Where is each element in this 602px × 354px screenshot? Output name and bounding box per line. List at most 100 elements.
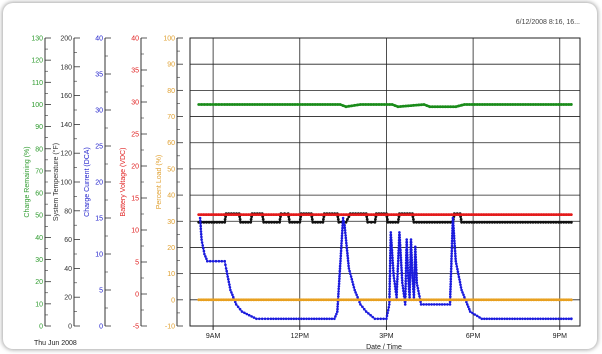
data-point [531, 103, 535, 106]
data-point [207, 220, 211, 224]
data-point [444, 298, 448, 302]
data-point [519, 103, 522, 106]
data-point [454, 298, 458, 302]
data-point [229, 288, 232, 292]
data-point [205, 220, 208, 224]
y-tick-label: 140 [60, 122, 72, 129]
data-point [397, 218, 400, 221]
data-point [478, 220, 481, 224]
data-point [512, 298, 516, 302]
data-point [450, 254, 453, 258]
data-point [299, 213, 303, 217]
data-point [554, 213, 558, 217]
data-point [255, 103, 259, 106]
data-point [306, 103, 309, 106]
data-point [503, 220, 507, 224]
data-point [404, 295, 407, 298]
data-point [388, 259, 392, 263]
data-point [432, 213, 436, 217]
data-point [410, 246, 413, 249]
data-point [539, 103, 543, 106]
x-tick-label: 9PM [553, 333, 568, 340]
data-point [411, 274, 414, 277]
y-tick-label: 60 [167, 140, 175, 147]
data-point [408, 268, 412, 272]
data-point [382, 298, 386, 302]
data-point [453, 242, 456, 245]
data-point [292, 213, 296, 217]
data-point [211, 259, 215, 263]
data-point [200, 103, 204, 106]
data-point [234, 213, 238, 217]
data-point [284, 213, 288, 217]
data-point [301, 103, 304, 106]
data-point [387, 213, 391, 217]
data-point [202, 213, 206, 217]
data-point [516, 317, 519, 321]
data-point [564, 317, 568, 321]
data-point [400, 263, 403, 267]
data-point [357, 298, 361, 302]
data-point [361, 103, 365, 106]
data-point [396, 272, 399, 276]
data-point [536, 220, 540, 224]
y-tick-label: 40 [35, 235, 43, 242]
data-point [450, 252, 454, 255]
data-point [416, 286, 420, 290]
data-point [444, 105, 447, 109]
data-point [489, 213, 493, 217]
data-point [217, 213, 221, 217]
data-point [276, 103, 279, 106]
data-point [314, 213, 318, 217]
data-point [339, 254, 343, 258]
data-point [569, 220, 573, 224]
data-point [385, 103, 389, 106]
data-point [532, 298, 536, 302]
data-point [204, 298, 208, 302]
data-point [449, 282, 453, 286]
data-point [404, 213, 408, 217]
data-point [494, 298, 498, 302]
data-point [522, 298, 526, 302]
data-point [450, 262, 453, 266]
data-point [200, 235, 203, 239]
data-point [338, 277, 341, 281]
data-point [414, 103, 418, 107]
data-point [335, 312, 338, 316]
data-point [419, 298, 423, 302]
data-point [393, 282, 397, 286]
data-point [223, 259, 226, 263]
data-point [367, 298, 371, 302]
data-point [245, 103, 249, 106]
x-tick-label: 12PM [291, 333, 309, 340]
data-point [388, 269, 392, 273]
data-point [227, 277, 230, 281]
data-point [336, 302, 340, 306]
data-point [359, 103, 362, 106]
data-point [365, 218, 369, 221]
data-point [352, 298, 356, 302]
data-point [327, 213, 331, 217]
data-point [414, 266, 418, 269]
y-tick-label: 120 [31, 58, 43, 65]
data-point [249, 218, 253, 221]
data-point [544, 220, 548, 224]
data-point [547, 213, 551, 217]
data-point [252, 213, 256, 217]
data-point [288, 103, 292, 106]
data-point [521, 220, 525, 224]
data-point [411, 271, 414, 275]
x-tick-label: 6PM [466, 333, 481, 340]
data-point [284, 298, 288, 302]
data-point [414, 213, 418, 217]
data-point [569, 213, 573, 217]
data-point [473, 103, 476, 106]
data-point [404, 269, 408, 273]
data-point [376, 317, 380, 321]
data-point [564, 298, 568, 302]
data-point [443, 303, 447, 306]
data-point [453, 247, 457, 250]
data-point [366, 220, 370, 224]
y-tick-label: 60 [64, 237, 72, 244]
